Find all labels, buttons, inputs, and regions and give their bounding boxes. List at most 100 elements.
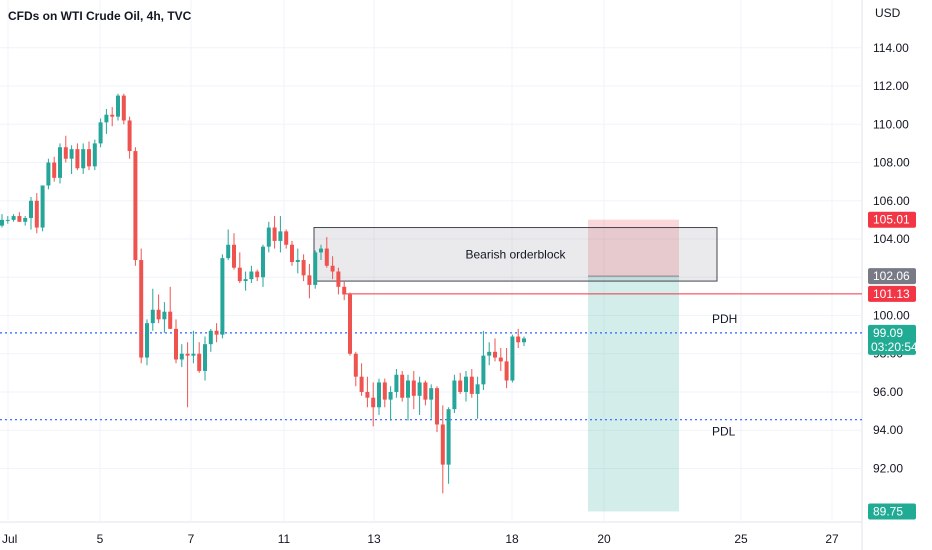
y-tick-label: 106.00	[873, 194, 910, 208]
candle-body	[208, 330, 213, 345]
x-tick-label: 5	[97, 532, 104, 546]
candle-body	[388, 391, 393, 400]
candle-body	[498, 357, 503, 362]
candle	[11, 214, 16, 222]
candle	[220, 254, 225, 339]
candle-body	[382, 382, 387, 400]
candle-body	[313, 252, 318, 285]
plot-area[interactable]	[0, 0, 862, 522]
candle-body	[145, 323, 149, 358]
candle-body	[504, 361, 509, 381]
candle-body	[127, 120, 132, 152]
candle-body	[278, 231, 283, 241]
candle	[452, 374, 457, 414]
candle	[423, 380, 428, 406]
candle-body	[319, 248, 323, 253]
candle-body	[255, 271, 260, 278]
candle	[226, 229, 231, 261]
candle-body	[29, 200, 33, 218]
price-tag-label: 89.75	[873, 504, 903, 518]
candle	[411, 370, 416, 410]
take-profit-zone[interactable]	[588, 276, 679, 512]
time-axis[interactable]: Jul 5 7 11 13 18 20 25 27	[2, 532, 839, 546]
price-tag	[868, 211, 916, 228]
candle	[121, 93, 126, 125]
candle-body	[487, 351, 492, 356]
candle	[475, 376, 480, 419]
candle-body	[429, 388, 434, 400]
candle	[63, 135, 68, 163]
candle-body	[336, 271, 341, 287]
x-tick-label: 20	[597, 532, 611, 546]
candle-body	[353, 353, 358, 377]
candle-body	[342, 286, 347, 295]
candle-body	[52, 162, 57, 178]
candle-body	[249, 271, 254, 280]
candle	[498, 348, 503, 371]
candle-body	[301, 260, 306, 276]
candle	[458, 372, 463, 394]
candle-body	[261, 246, 265, 278]
candle-body	[63, 147, 68, 159]
candle	[139, 248, 144, 364]
candle-body	[5, 219, 10, 221]
candle-body	[371, 397, 376, 408]
price-tag-label: 102.06	[873, 269, 910, 283]
candle-body	[156, 309, 161, 320]
candle	[150, 288, 155, 331]
candle	[272, 216, 277, 249]
candle-body	[423, 382, 428, 400]
candle-body	[87, 149, 91, 167]
candle	[429, 384, 434, 419]
candle	[487, 342, 492, 366]
candle-body	[324, 248, 329, 266]
candle	[81, 143, 86, 174]
candle-body	[58, 147, 62, 178]
candle	[446, 407, 451, 484]
candle-body	[150, 309, 155, 324]
candle	[336, 267, 341, 295]
candle	[359, 363, 364, 396]
candle	[435, 386, 439, 433]
y-tick-label: 108.00	[873, 156, 910, 170]
candle	[481, 330, 486, 391]
candle	[69, 145, 74, 174]
candle	[504, 348, 509, 389]
candle-body	[365, 391, 370, 398]
candle-body	[272, 227, 277, 241]
candle	[156, 294, 161, 324]
candle-body	[174, 328, 178, 360]
candle-body	[197, 353, 202, 371]
candle-body	[116, 95, 120, 117]
candle-body	[214, 330, 219, 335]
candle-body	[11, 216, 16, 220]
candle-body	[104, 114, 109, 123]
y-tick-label: 96.00	[873, 385, 903, 399]
candle	[295, 248, 300, 274]
candle	[162, 302, 167, 333]
candle-body	[440, 424, 445, 465]
price-tag-label: 105.01	[873, 213, 910, 227]
candle	[493, 338, 497, 362]
candle	[249, 265, 254, 283]
candle-body	[162, 311, 167, 320]
price-axis[interactable]: 114.00 112.00 110.00 108.00 106.00 104.00 102.…	[873, 41, 910, 476]
candle	[92, 139, 97, 171]
price-tag	[868, 268, 916, 285]
candle	[46, 158, 51, 190]
candle-body	[493, 351, 497, 358]
candles	[0, 93, 526, 494]
candle	[284, 229, 289, 249]
stop-loss-zone[interactable]	[588, 219, 679, 277]
drawings[interactable]: Bearish orderblock PDH PDL	[0, 219, 862, 512]
candle-body	[92, 143, 97, 167]
orderblock-box[interactable]	[313, 227, 718, 282]
candle-body	[168, 311, 173, 329]
y-tick-label: 114.00	[873, 41, 909, 55]
candle-body	[191, 353, 196, 356]
candle-body	[220, 258, 225, 335]
candle	[52, 156, 57, 182]
candle	[464, 370, 468, 402]
